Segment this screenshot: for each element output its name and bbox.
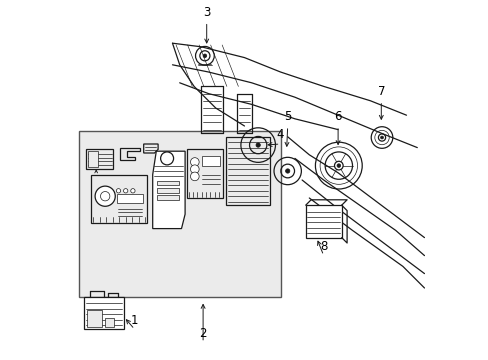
Bar [117, 194, 142, 203]
Polygon shape [91, 175, 147, 223]
Polygon shape [226, 137, 269, 205]
Text: 7: 7 [377, 85, 384, 98]
Circle shape [336, 164, 340, 167]
Text: 6: 6 [334, 110, 341, 123]
Circle shape [190, 158, 199, 166]
Bar [157, 181, 178, 185]
Polygon shape [152, 151, 185, 229]
Polygon shape [186, 149, 223, 198]
Bar [157, 188, 178, 193]
Circle shape [130, 189, 135, 193]
Bar [79, 131, 280, 297]
Polygon shape [120, 148, 140, 160]
Circle shape [116, 189, 121, 193]
Polygon shape [84, 297, 123, 329]
Bar [105, 318, 114, 327]
Circle shape [190, 165, 199, 174]
Text: 4: 4 [276, 128, 284, 141]
Circle shape [380, 136, 383, 139]
Polygon shape [143, 144, 158, 153]
Polygon shape [305, 205, 341, 238]
Bar [87, 310, 102, 327]
Circle shape [160, 152, 173, 165]
Circle shape [101, 192, 110, 201]
Bar [202, 156, 220, 166]
Text: 8: 8 [319, 240, 327, 253]
Text: 5: 5 [284, 110, 291, 123]
Circle shape [203, 54, 206, 58]
Circle shape [256, 143, 260, 147]
Text: 2: 2 [199, 327, 206, 340]
Circle shape [334, 161, 343, 170]
Circle shape [123, 189, 127, 193]
Bar [157, 195, 178, 200]
Text: 1: 1 [131, 314, 138, 327]
Circle shape [95, 186, 115, 206]
Bar [86, 149, 113, 169]
Circle shape [285, 169, 289, 173]
Text: 3: 3 [203, 6, 210, 19]
Circle shape [190, 172, 199, 181]
Bar [88, 151, 98, 167]
